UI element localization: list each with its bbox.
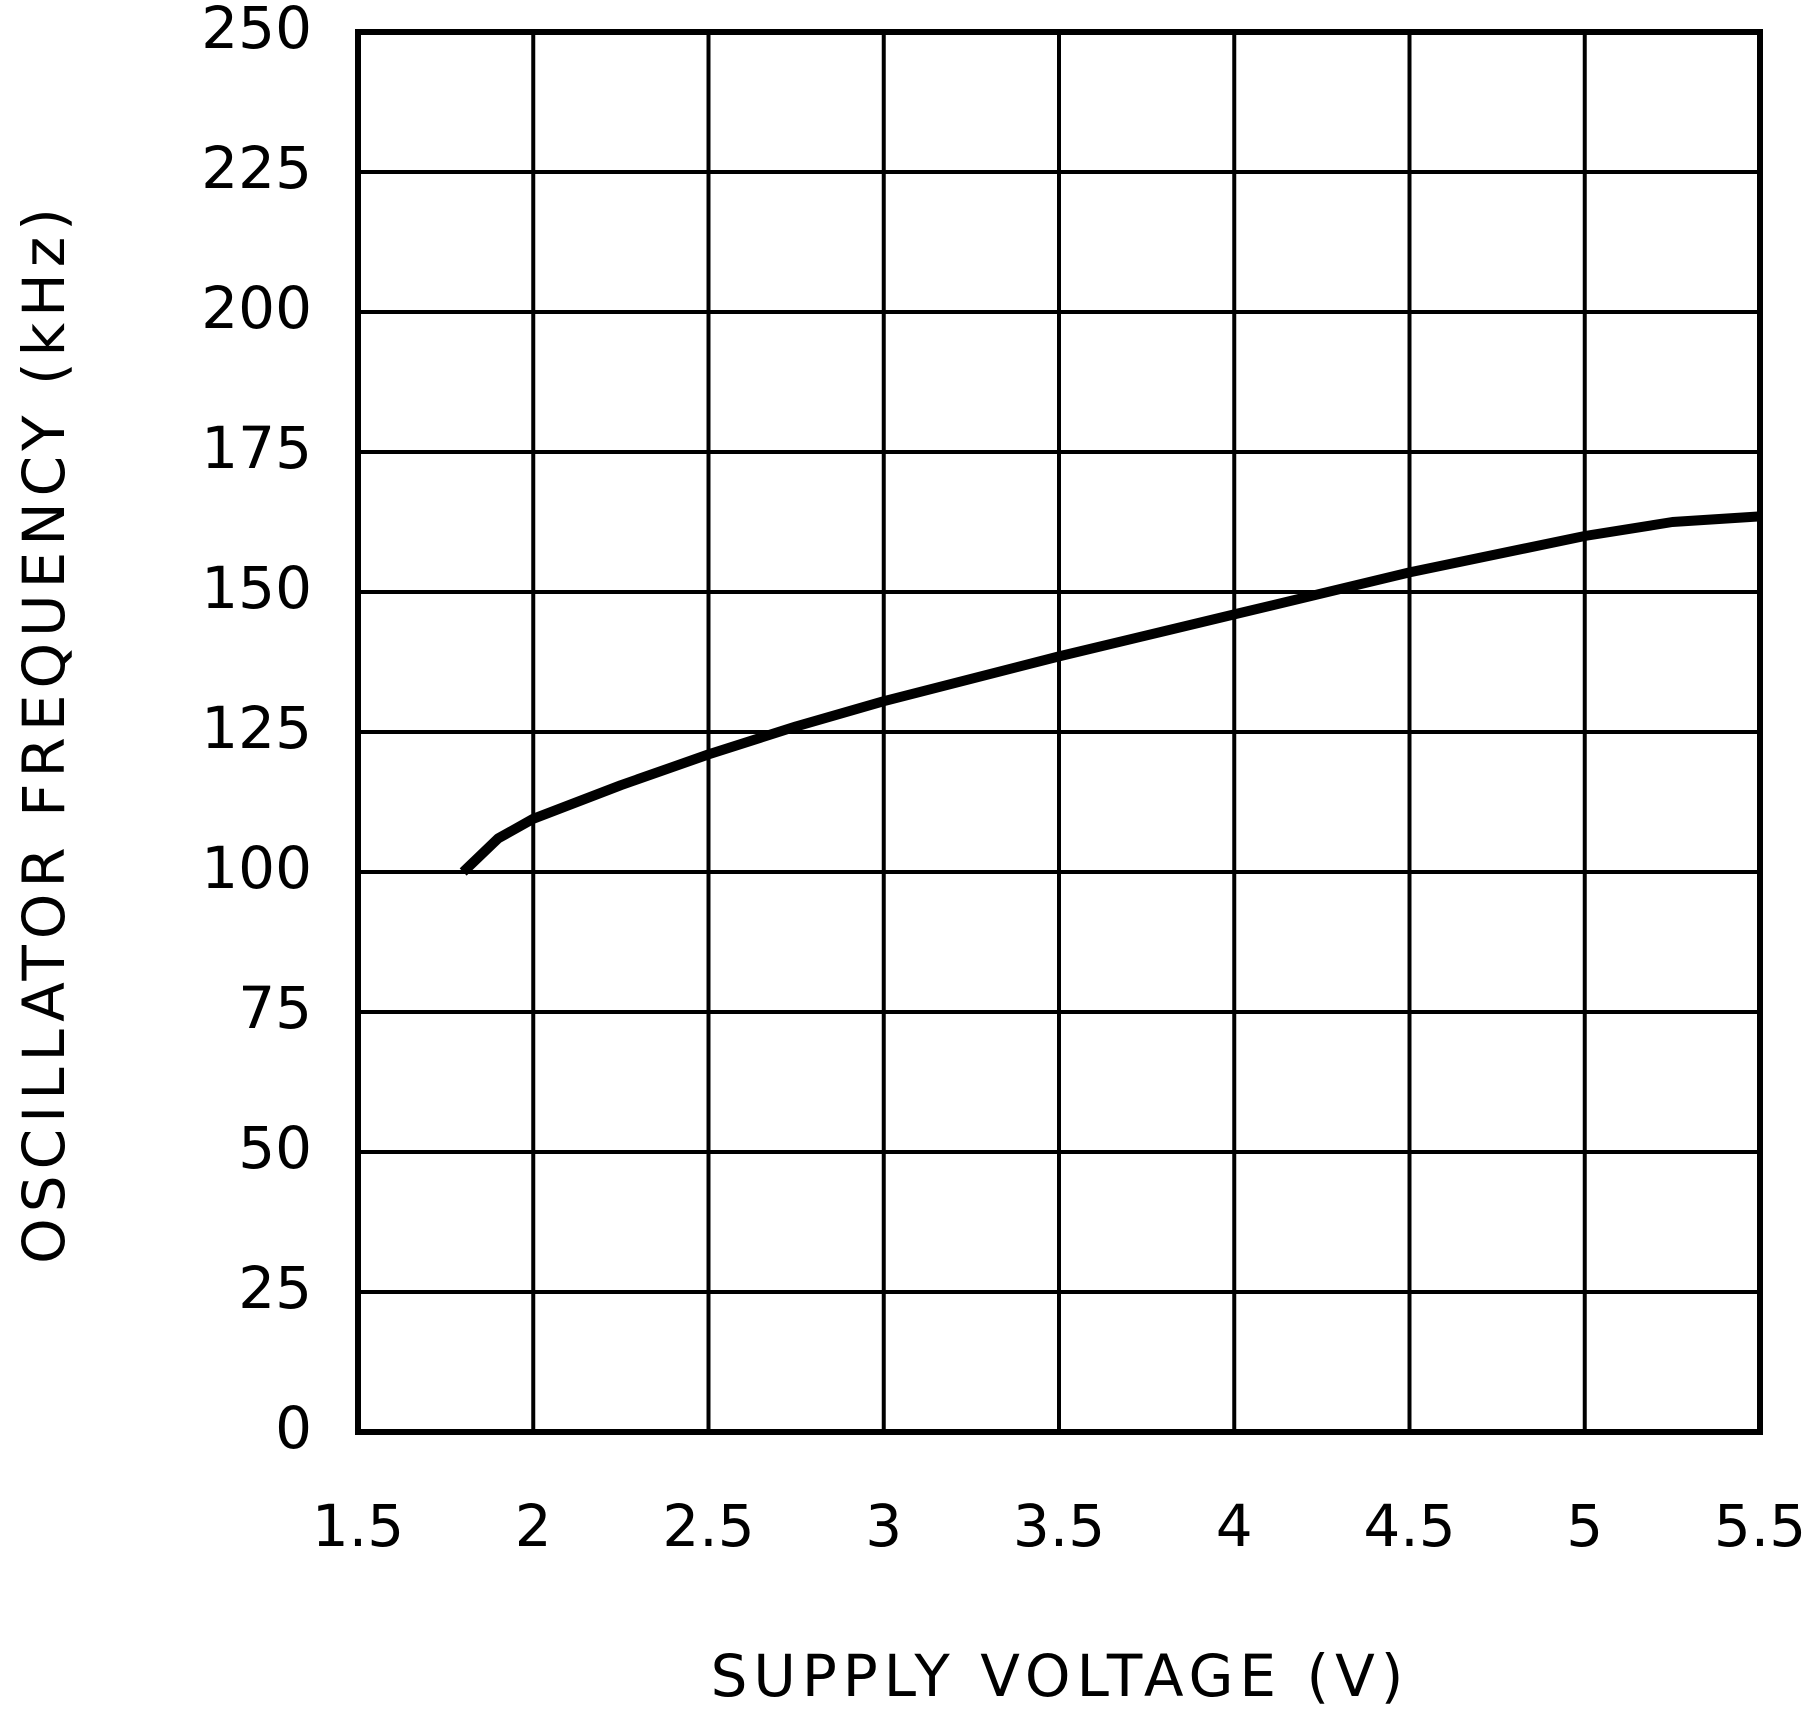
x-tick-label: 4.5 — [1363, 1492, 1455, 1560]
x-tick-label: 2.5 — [662, 1492, 754, 1560]
y-tick-label: 150 — [201, 554, 312, 622]
y-tick-label: 75 — [238, 974, 312, 1042]
x-tick-label: 4 — [1216, 1492, 1253, 1560]
x-tick-label: 5 — [1566, 1492, 1603, 1560]
y-tick-label: 50 — [238, 1114, 312, 1182]
x-tick-label: 3 — [865, 1492, 902, 1560]
data-line — [459, 511, 1761, 876]
y-tick-label: 100 — [201, 834, 312, 902]
y-tick-label: 200 — [201, 274, 312, 342]
y-tick-label: 125 — [201, 694, 312, 762]
x-tick-label: 1.5 — [312, 1492, 404, 1560]
x-axis-label: SUPPLY VOLTAGE (V) — [711, 1642, 1410, 1710]
plot-frame — [355, 29, 1763, 1435]
x-tick-label: 3.5 — [1013, 1492, 1105, 1560]
y-tick-label: 225 — [201, 134, 312, 202]
y-tick-label: 250 — [201, 0, 312, 62]
x-tick-label: 2 — [515, 1492, 552, 1560]
y-tick-label: 25 — [238, 1254, 312, 1322]
y-tick-label: 0 — [275, 1394, 312, 1462]
y-axis-label: OSCILLATOR FREQUENCY (kHz) — [10, 202, 78, 1264]
y-tick-label: 175 — [201, 414, 312, 482]
x-tick-label: 5.5 — [1714, 1492, 1806, 1560]
